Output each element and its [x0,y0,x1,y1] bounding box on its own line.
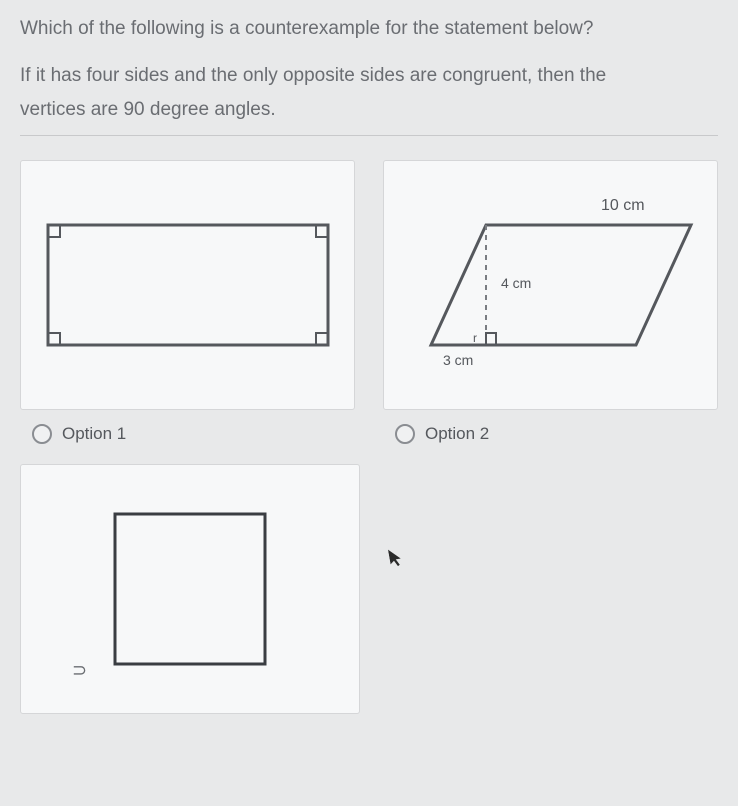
parallelogram-svg: 10 cm r 4 cm 3 cm [391,170,711,400]
option-3-figure [20,464,360,714]
option-2-block: 10 cm r 4 cm 3 cm Option 2 [383,160,718,444]
option-2-figure: 10 cm r 4 cm 3 cm [383,160,718,410]
options-row: Option 1 10 cm r 4 cm 3 cm Option 2 [20,160,718,444]
statement-line-1: If it has four sides and the only opposi… [20,62,718,90]
option-1-label: Option 1 [62,424,126,444]
option-2-label: Option 2 [425,424,489,444]
base-offset-label: 3 cm [443,352,473,368]
statement-line-2: vertices are 90 degree angles. [20,96,718,124]
height-label: 4 cm [501,275,531,291]
stray-char: ⊃ [72,660,87,681]
top-length-label: 10 cm [601,197,645,214]
option-1-radio[interactable] [32,424,52,444]
option-2-radio[interactable] [395,424,415,444]
option-1-figure [20,160,355,410]
option-2-label-row[interactable]: Option 2 [383,424,718,444]
divider [20,135,718,136]
question-prompt: Which of the following is a counterexamp… [20,18,718,40]
cursor-icon [388,547,408,574]
right-angle-label: r [473,331,477,345]
square-svg [90,489,290,689]
option-1-label-row[interactable]: Option 1 [20,424,355,444]
option-1-block: Option 1 [20,160,355,444]
rectangle-svg [33,205,343,365]
